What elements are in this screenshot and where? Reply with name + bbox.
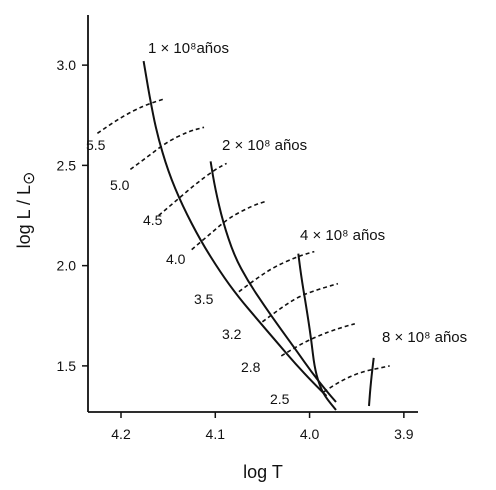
mass-track-label: 3.5 bbox=[194, 291, 214, 307]
isochrone-curve bbox=[297, 253, 337, 411]
isochrone-curve bbox=[209, 161, 337, 403]
isochrone-label: 1 × 10⁸años bbox=[148, 40, 229, 57]
mass-track-label: 2.8 bbox=[241, 359, 261, 375]
y-tick-label: 2.0 bbox=[57, 258, 77, 274]
y-tick-label: 3.0 bbox=[57, 57, 77, 73]
x-tick-label: 4.1 bbox=[206, 426, 226, 442]
mass-track-label: 2.5 bbox=[270, 391, 290, 407]
mass-track-label: 4.0 bbox=[166, 251, 186, 267]
y-tick-label: 1.5 bbox=[57, 358, 77, 374]
x-tick-label: 4.0 bbox=[300, 426, 320, 442]
mass-track-line bbox=[323, 365, 390, 393]
isochrone-label: 2 × 10⁸ años bbox=[222, 137, 307, 154]
sun-symbol: ⊙ bbox=[21, 172, 38, 185]
mass-track-line bbox=[191, 200, 266, 251]
mass-track-line bbox=[129, 126, 205, 171]
mass-track-label: 5.5 bbox=[86, 137, 106, 153]
mass-track-label: 3.2 bbox=[222, 326, 242, 342]
mass-track-label: 5.0 bbox=[110, 177, 130, 193]
x-axis-title: log T bbox=[243, 462, 283, 482]
isochrone-label: 4 × 10⁸ años bbox=[300, 227, 385, 244]
mass-track-line bbox=[158, 162, 227, 217]
mass-track-label: 4.5 bbox=[143, 212, 163, 228]
isochrone-label: 8 × 10⁸ años bbox=[382, 329, 467, 346]
axes: 4.2 4.1 4.0 3.9 1.5 2.0 2.5 3.0 bbox=[57, 15, 418, 442]
y-axis-title-text: log L / L bbox=[14, 185, 34, 248]
mass-track-line bbox=[280, 323, 356, 357]
isochrone-curve bbox=[368, 357, 375, 407]
y-axis-title: log L / L⊙ bbox=[14, 172, 38, 249]
x-tick-label: 3.9 bbox=[394, 426, 414, 442]
isochrones: 1 × 10⁸años 2 × 10⁸ años 4 × 10⁸ años 8 × 1… bbox=[142, 40, 467, 411]
x-tick-label: 4.2 bbox=[111, 426, 131, 442]
mass-tracks: 5.5 5.0 4.5 4.0 3.5 3.2 2.8 2.5 bbox=[86, 98, 390, 407]
mass-track-line bbox=[238, 250, 315, 293]
mass-track-line bbox=[261, 282, 339, 323]
y-tick-label: 2.5 bbox=[57, 157, 77, 173]
